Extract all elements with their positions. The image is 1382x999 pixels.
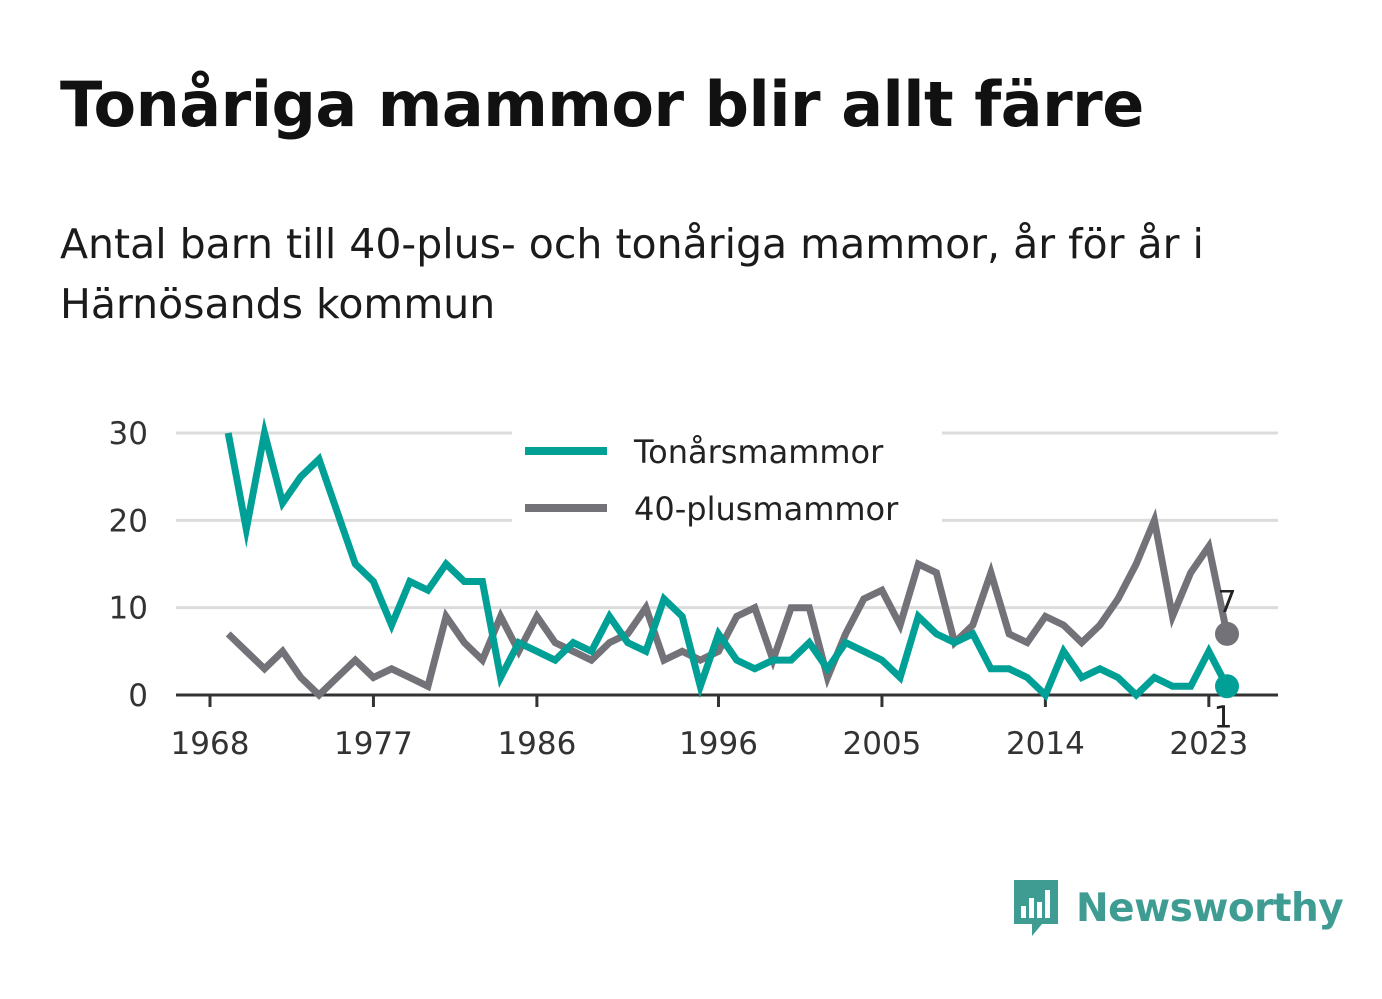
end-label-tonarsmammor: 1 [1213, 700, 1232, 735]
x-tick-label: 1986 [497, 726, 576, 762]
legend-label: 40-plusmammor [634, 490, 899, 528]
chart-title: Tonåriga mammor blir allt färre [60, 68, 1144, 141]
x-axis: 1968 1977 1986 1996 2005 2014 2023 [171, 693, 1278, 762]
x-tick-label: 1996 [679, 726, 758, 762]
chart-subtitle: Antal barn till 40-plus- och tonåriga ma… [60, 220, 1204, 328]
newsworthy-logo: Newsworthy [1010, 876, 1344, 940]
bar-chart-speech-bubble-icon [1014, 880, 1058, 936]
end-marker-tonarsmammor [1215, 674, 1239, 699]
x-tick-label: 2014 [1006, 726, 1085, 762]
end-label-40-plusmammor: 7 [1217, 585, 1236, 620]
x-tick-label: 1968 [171, 726, 250, 762]
y-tick-label: 20 [109, 503, 148, 539]
x-tick-label: 2005 [842, 726, 921, 762]
legend-label: Tonårsmammor [633, 433, 884, 471]
y-tick-label: 30 [109, 416, 148, 452]
x-tick-label: 2023 [1169, 726, 1248, 762]
end-markers: 71 [1213, 585, 1239, 735]
x-tick-label: 1977 [334, 726, 413, 762]
series-lines [224, 416, 1231, 702]
series-line-tonarsmammor [224, 416, 1231, 702]
y-axis: 0 10 20 30 [109, 416, 148, 714]
series-line-40-plusmammor [225, 508, 1231, 700]
legend: Tonårsmammor 40-plusmammor [512, 426, 942, 544]
y-tick-label: 10 [109, 591, 148, 627]
brand-name: Newsworthy [1076, 885, 1344, 931]
y-tick-label: 0 [128, 678, 148, 714]
end-marker-40-plusmammor [1215, 621, 1239, 646]
legend-background [512, 426, 942, 544]
